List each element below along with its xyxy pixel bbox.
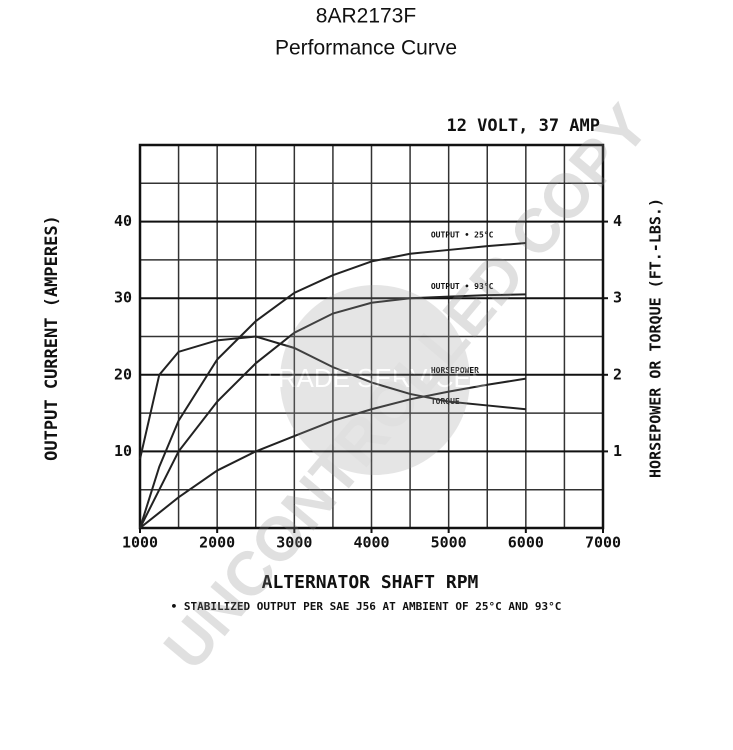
y-tick-label: 40 xyxy=(114,212,132,230)
y2-tick-label: 1 xyxy=(613,442,622,460)
y2-tick-label: 4 xyxy=(613,212,622,230)
y2-axis-label: HORSEPOWER OR TORQUE (FT.-LBS.) xyxy=(647,198,665,478)
logo-text: TRADE SERVICES xyxy=(262,363,488,393)
y-axis-label: OUTPUT CURRENT (AMPERES) xyxy=(42,215,62,461)
y2-tick-label: 3 xyxy=(613,289,622,307)
chart-title: 8AR2173F xyxy=(316,5,416,28)
x-tick-label: 5000 xyxy=(431,534,467,552)
watermark: UNCONTROLLED COPY xyxy=(151,92,662,683)
series-label: OUTPUT • 93°C xyxy=(431,282,494,291)
x-tick-label: 6000 xyxy=(508,534,544,552)
series-label: TORQUE xyxy=(431,397,460,406)
y2-tick-label: 2 xyxy=(613,365,622,383)
x-tick-label: 1000 xyxy=(122,534,158,552)
x-tick-label: 7000 xyxy=(585,534,621,552)
series-label: OUTPUT • 25°C xyxy=(431,231,494,240)
series-line xyxy=(139,377,526,529)
footnote: • STABILIZED OUTPUT PER SAE J56 AT AMBIE… xyxy=(171,600,562,613)
series-line xyxy=(139,242,526,529)
y-tick-label: 20 xyxy=(114,365,132,383)
x-tick-label: 2000 xyxy=(199,534,235,552)
y-tick-label: 30 xyxy=(114,289,132,307)
x-axis-label: ALTERNATOR SHAFT RPM xyxy=(262,572,479,593)
chart-subtitle: Performance Curve xyxy=(275,37,457,60)
x-tick-label: 4000 xyxy=(353,534,389,552)
logo-circle xyxy=(280,285,470,475)
rating: 12 VOLT, 37 AMP xyxy=(446,116,600,136)
series-line xyxy=(139,293,526,529)
y-tick-label: 10 xyxy=(114,442,132,460)
series-label: HORSEPOWER xyxy=(431,366,479,375)
series-line xyxy=(139,335,526,460)
x-tick-label: 3000 xyxy=(276,534,312,552)
